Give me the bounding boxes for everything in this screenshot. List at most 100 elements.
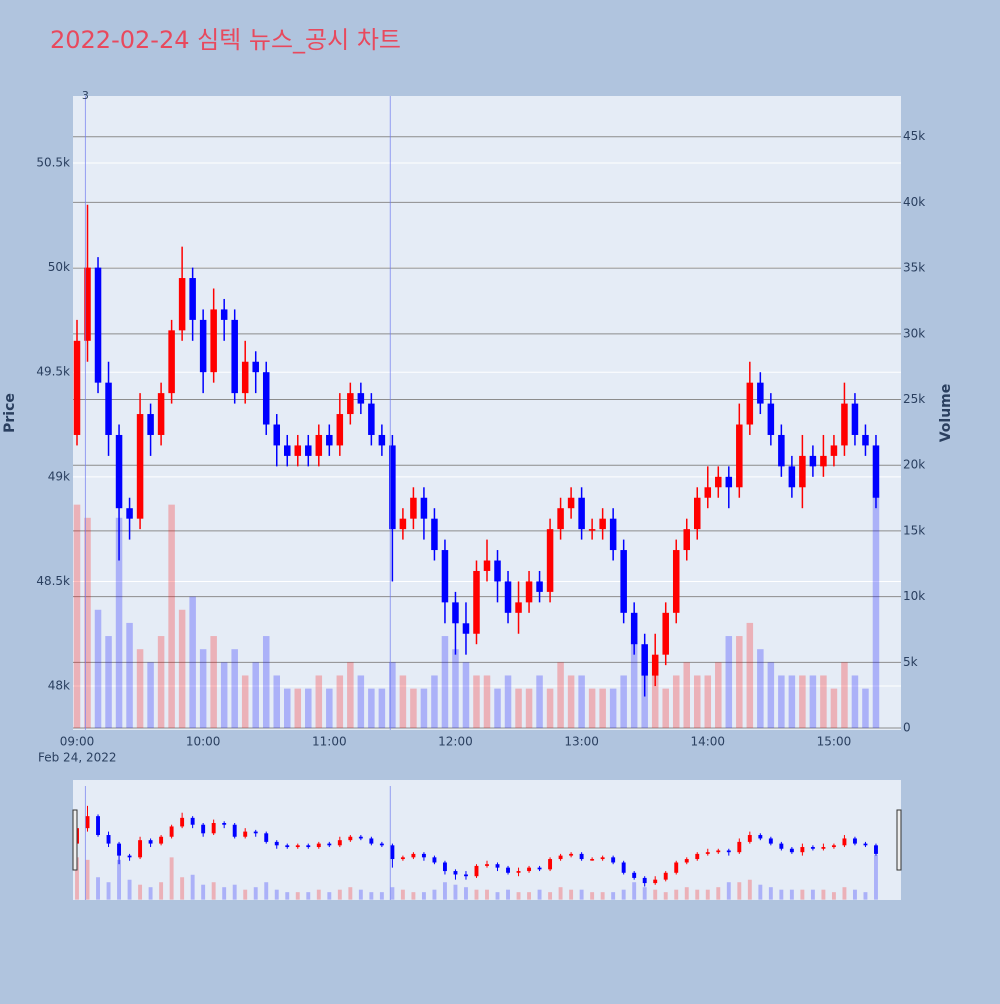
annotation-text: 3 — [82, 89, 89, 102]
candle-body — [201, 824, 206, 834]
candle-body — [874, 845, 878, 854]
volume-bar — [326, 688, 333, 729]
candle-body — [600, 857, 605, 860]
candle-body — [704, 487, 712, 498]
candle-body — [262, 372, 270, 425]
volume-bar — [483, 675, 491, 729]
candle-body — [715, 476, 722, 488]
volume-bar — [515, 688, 522, 729]
candle-body — [862, 434, 869, 446]
candle-body — [767, 403, 775, 435]
candle-body — [241, 361, 249, 394]
volume-bar — [378, 688, 386, 729]
candle-body — [515, 602, 522, 613]
volume-bar — [127, 879, 132, 900]
candle-body — [126, 508, 133, 519]
candle-body — [737, 841, 742, 853]
candle-body — [632, 872, 637, 878]
x-date-label: Feb 24, 2022 — [38, 751, 117, 765]
volume-bar — [389, 662, 396, 729]
candle-body — [651, 654, 659, 676]
volume-bar — [106, 882, 111, 900]
candle-body — [548, 859, 553, 870]
candle-body — [800, 847, 805, 853]
volume-bar — [189, 596, 196, 729]
volume-bar — [117, 859, 122, 900]
candle-body — [252, 361, 259, 373]
volume-bar — [283, 688, 291, 729]
candle-body — [379, 843, 384, 846]
candle-body — [106, 835, 111, 844]
volume-bar — [222, 887, 227, 900]
volume-bar — [683, 662, 691, 729]
candle-body — [779, 843, 784, 849]
volume-bar — [210, 636, 217, 729]
volume-bar — [358, 889, 363, 900]
volume-bar — [399, 675, 407, 729]
candle-body — [483, 560, 491, 571]
candle-body — [411, 853, 416, 858]
y2-tick-label: 35k — [903, 261, 925, 275]
range-slider-handle — [896, 809, 902, 871]
candle-body — [642, 877, 647, 884]
candle-body — [473, 570, 480, 634]
volume-bar — [105, 636, 112, 729]
volume-bar — [726, 882, 731, 900]
candle-body — [716, 850, 721, 853]
volume-bar — [548, 892, 553, 900]
candle-body — [820, 455, 827, 467]
volume-bar — [704, 675, 712, 729]
volume-bar — [348, 887, 353, 900]
candle-body — [452, 602, 459, 624]
candle-body — [136, 414, 144, 519]
volume-bar — [779, 889, 784, 900]
volume-bar — [842, 887, 847, 900]
volume-bar — [716, 887, 721, 900]
candle-body — [358, 836, 363, 839]
candle-body — [390, 845, 395, 860]
volume-bar — [178, 609, 186, 729]
y2-tick-label: 45k — [903, 129, 925, 143]
candle-body — [525, 581, 533, 603]
candle-body — [243, 831, 248, 837]
volume-bar — [746, 622, 754, 729]
volume-bar — [96, 877, 100, 900]
volume-bar — [611, 892, 616, 900]
y-tick-label: 48k — [48, 679, 70, 693]
candle-body — [474, 865, 479, 877]
y2-tick-label: 5k — [903, 655, 918, 669]
candle-body — [863, 843, 868, 846]
volume-bar — [590, 892, 595, 900]
candle-body — [809, 455, 817, 467]
candle-body — [641, 644, 648, 676]
x-tick-label: 11:00 — [312, 735, 347, 749]
volume-bar — [431, 675, 438, 729]
volume-bar — [862, 688, 869, 729]
volume-bar — [485, 889, 489, 900]
candle-body — [506, 867, 510, 873]
candle-body — [84, 267, 91, 341]
y-tick-label: 50.5k — [36, 155, 70, 169]
volume-bar — [305, 688, 312, 729]
volume-bar — [168, 504, 175, 729]
candle-body — [378, 434, 386, 446]
candle-body — [336, 414, 344, 446]
volume-bar — [159, 882, 164, 900]
candle-body — [357, 393, 365, 404]
volume-bar — [767, 662, 775, 729]
candle-body — [316, 843, 321, 848]
candle-body — [567, 497, 575, 509]
candle-body — [757, 382, 764, 404]
volume-bar — [579, 889, 584, 900]
candle-body — [199, 319, 207, 373]
volume-bar — [94, 609, 102, 729]
volume-bar — [684, 887, 689, 900]
candle-body — [620, 550, 627, 613]
candle-body — [494, 560, 501, 582]
volume-bar — [241, 675, 249, 729]
volume-bar — [231, 649, 238, 729]
volume-bar — [651, 675, 659, 729]
candle-body — [232, 824, 237, 837]
candle-body — [693, 497, 701, 530]
candle-body — [516, 871, 521, 873]
